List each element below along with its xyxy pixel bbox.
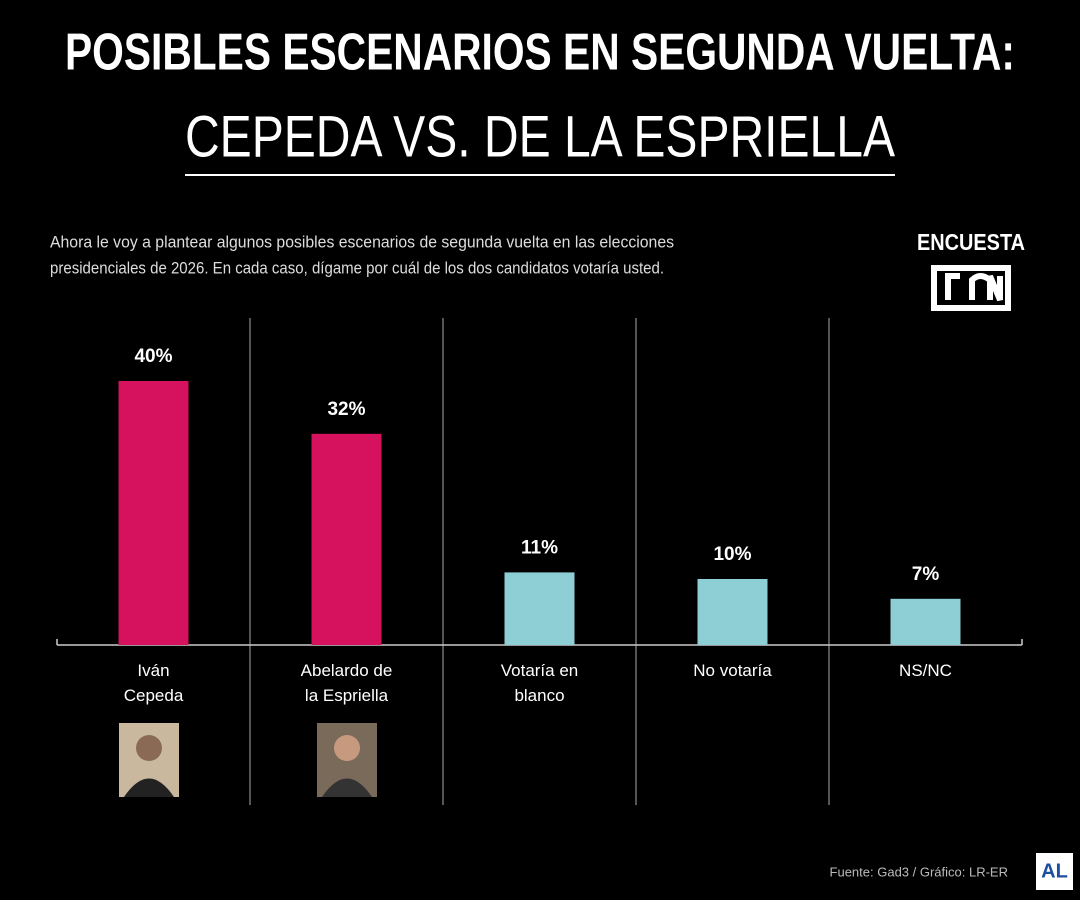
value-label: 10% [713,544,751,565]
x-tick-label: NS/NC [899,661,952,680]
photo-body [322,778,372,797]
bar [311,433,382,645]
logo-letters [945,273,1003,302]
photo-body [124,778,174,797]
value-label: 32% [327,399,365,420]
photo-head [334,735,360,761]
chart-title: POSIBLES ESCENARIOS EN SEGUNDA VUELTA: [65,24,1015,82]
x-tick-label: Votaría en blanco [500,661,579,705]
brand: AL [1041,860,1068,882]
photo-cepeda [119,723,179,797]
badge: ENCUESTA [917,229,1025,255]
chart-subtitle: CEPEDA VS. DE LA ESPRIELLA [185,104,895,169]
value-label: 7% [912,564,940,585]
logo-frame [931,265,1011,311]
photo-head [136,735,162,761]
x-tick-label: No votaría [693,661,772,680]
x-tick-label-box: Votaría en blanco [500,661,579,705]
x-tick-label-box: Abelardo de la Espriella [300,661,393,705]
photo-espriella [317,723,377,797]
x-tick-label: Iván Cepeda [123,661,184,705]
bar [697,579,768,645]
x-tick-label: Abelardo de la Espriella [300,661,393,705]
x-tick-label-box: NS/NC [899,661,952,680]
value-label: 40% [134,346,172,367]
value-label: 11% [521,537,558,558]
x-tick-label-box: No votaría [693,661,772,680]
bar [118,381,189,645]
brand-box [1036,853,1073,890]
description-line: Ahora le voy a plantear algunos posibles… [50,232,674,251]
x-tick-label-box: Iván Cepeda [123,661,184,705]
bar [504,572,575,645]
rcn-logo [931,265,1011,311]
bar [890,598,961,645]
source: Fuente: Gad3 / Gráfico: LR-ER [830,864,1008,879]
description-line: presidenciales de 2026. En cada caso, dí… [50,258,664,277]
